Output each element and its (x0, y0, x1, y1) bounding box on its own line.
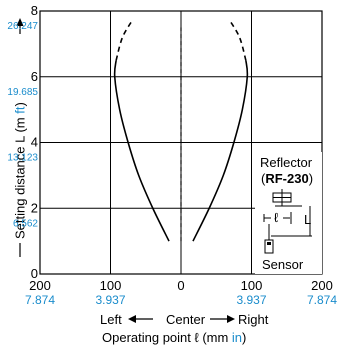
y-tick-label-2: 4 (31, 135, 38, 150)
curve-left-solid (113, 60, 170, 242)
y-axis-title-suffix: ) (13, 102, 28, 106)
x-axis-title-suffix: ) (242, 330, 246, 345)
curve-left-dashed (115, 18, 134, 61)
y-tick-labels: 0 2 6.562 4 13.123 6 19.685 8 26.247 (7, 3, 38, 281)
x-axis-title-prefix: Operating point ℓ (mm (102, 330, 232, 345)
inset-model-label: (RF-230) (261, 171, 313, 186)
y-axis-arrow-head (16, 18, 24, 26)
y-tick-sublabel-3: 19.685 (7, 87, 38, 98)
x-tick-sublabel-1: 3.937 (95, 293, 125, 307)
y-tick-label-4: 8 (31, 3, 38, 18)
y-axis-title: Setting distance L (m ft) (13, 102, 28, 239)
y-axis-title-prefix: Setting distance L (m (13, 114, 28, 239)
x-tick-sublabel-4: 7.874 (307, 293, 337, 307)
y-tick-sublabel-1: 6.562 (13, 218, 38, 229)
y-tick-label-1: 2 (31, 200, 38, 215)
y-axis-title-group: Setting distance L (m ft) (13, 102, 28, 257)
x-axis-title-unit-in: in (232, 330, 242, 345)
plot-frame (39, 10, 323, 275)
y-tick-label-3: 6 (31, 69, 38, 84)
x-tick-label-4: 200 (311, 278, 333, 293)
direction-center-label: Center (166, 312, 206, 327)
inset-sensor-label: Sensor (262, 257, 304, 272)
curves (113, 18, 249, 242)
direction-right-arrow-head (227, 315, 235, 323)
sensor-icon-lens (267, 242, 271, 245)
direction-left-label: Left (100, 312, 122, 327)
y-axis-title-unit-in: ft (13, 106, 28, 114)
x-tick-sublabel-3: 3.937 (236, 293, 266, 307)
curve-right-solid (192, 60, 249, 242)
inset-reflector-label: Reflector (260, 155, 313, 170)
direction-left-arrow-head (128, 315, 136, 323)
curve-right-dashed (228, 18, 247, 61)
y-tick-label-0: 0 (31, 266, 38, 281)
x-tick-sublabel-0: 7.874 (25, 293, 55, 307)
x-axis-title: Operating point ℓ (mm in) (102, 330, 246, 345)
inset-model-prefix: ( (261, 171, 266, 186)
inset-model-suffix: ) (309, 171, 313, 186)
inset-diagram: Reflector (RF-230) L ℓ Sensor (255, 152, 322, 274)
inset-ell-label: ℓ (274, 210, 279, 225)
x-tick-label-0: 200 (29, 278, 51, 293)
inset-model-name: RF-230 (265, 171, 308, 186)
y-tick-sublabel-2: 13.123 (7, 153, 38, 164)
inset-background (255, 152, 322, 274)
x-tick-label-3: 100 (241, 278, 263, 293)
sensor-icon (264, 239, 274, 254)
inset-L-label: L (304, 212, 311, 227)
x-tick-label-1: 100 (100, 278, 122, 293)
y-tick-sublabel-4: 26.247 (7, 21, 38, 32)
x-tick-label-2: 0 (177, 278, 184, 293)
direction-right-label: Right (238, 312, 269, 327)
